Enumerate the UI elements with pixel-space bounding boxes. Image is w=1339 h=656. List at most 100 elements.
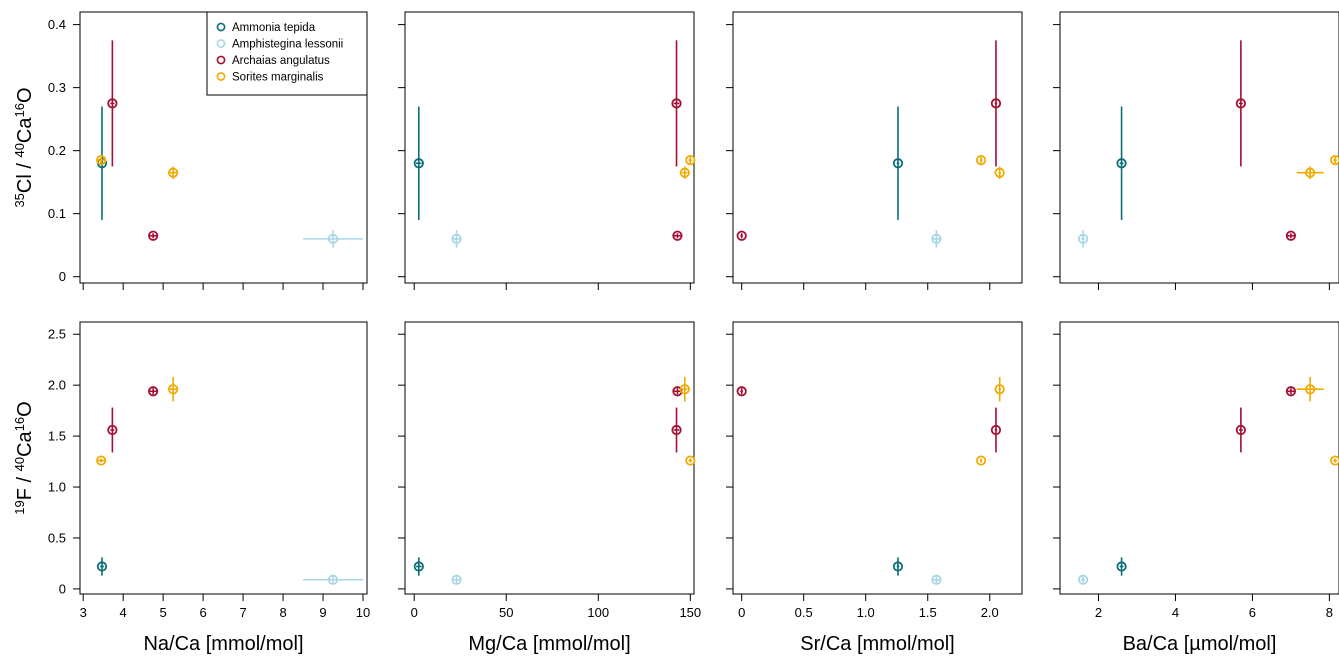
legend-label: Amphistegina lessonii xyxy=(232,39,343,51)
data-point xyxy=(1296,377,1324,402)
panel-f-vs-mgca: 0 50 100 150 Mg/Ca [mmol/mol] xyxy=(398,321,701,655)
point-marker xyxy=(168,384,179,395)
data-point xyxy=(168,166,179,180)
data-point xyxy=(451,574,462,585)
legend-marker xyxy=(216,39,226,48)
y-tick-label: 0 xyxy=(59,269,66,284)
y-tick-label: 0.5 xyxy=(48,530,66,545)
data-point xyxy=(96,557,108,576)
panel-f-vs-srca: 0 0.5 1.0 1.5 2.0 Sr/Ca [mmol/mol] xyxy=(726,321,1023,655)
x-axis-title: Na/Ca [mmol/mol] xyxy=(143,633,303,655)
point-marker xyxy=(1077,233,1089,244)
point-marker xyxy=(1330,155,1339,166)
x-tick-label: 0 xyxy=(738,605,745,620)
panel-cl-vs-mgca xyxy=(398,11,696,290)
point-marker xyxy=(148,230,159,241)
point-marker xyxy=(994,384,1005,395)
x-tick-label: 7 xyxy=(239,605,246,620)
point-marker xyxy=(994,167,1005,178)
point-marker xyxy=(327,233,339,244)
x-tick-label: 4 xyxy=(120,605,127,620)
data-point xyxy=(736,230,747,241)
point-marker xyxy=(148,386,159,397)
data-point xyxy=(679,166,690,180)
data-point xyxy=(1077,230,1089,248)
legend-label: Archaias angulatus xyxy=(232,55,330,67)
panel-cl-vs-baca xyxy=(1053,11,1339,290)
legend: Ammonia tepida Amphistegina lessonii Archa… xyxy=(206,11,368,96)
point-marker xyxy=(451,574,462,585)
point-marker xyxy=(96,561,108,572)
x-tick-label: 8 xyxy=(1326,605,1333,620)
point-marker xyxy=(107,424,118,436)
data-point xyxy=(892,557,904,576)
point-marker xyxy=(413,158,424,169)
x-tick-label: 150 xyxy=(679,605,701,620)
legend-item: Sorites marginalis xyxy=(216,72,324,84)
data-point xyxy=(975,155,987,166)
data-point xyxy=(96,455,107,466)
plot-frame xyxy=(1059,321,1339,595)
y-axis-title: 35Cl / 40Ca16O xyxy=(12,87,37,207)
point-marker xyxy=(892,561,904,572)
data-point xyxy=(303,230,364,248)
point-marker xyxy=(685,155,696,166)
legend-item: Amphistegina lessonii xyxy=(216,39,343,51)
x-tick-label: 6 xyxy=(199,605,206,620)
data-point xyxy=(1235,407,1246,453)
data-point xyxy=(931,574,942,585)
x-tick-label: 2 xyxy=(1095,605,1102,620)
legend-marker xyxy=(216,72,226,81)
y-tick-label: 0.1 xyxy=(48,206,66,221)
data-point xyxy=(975,455,987,466)
point-marker xyxy=(892,158,904,169)
point-marker xyxy=(1235,98,1246,109)
data-point xyxy=(892,106,904,220)
data-point xyxy=(679,377,690,402)
data-point xyxy=(1296,166,1324,180)
x-tick-label: 2.0 xyxy=(981,605,999,620)
legend-item: Archaias angulatus xyxy=(216,55,330,67)
point-marker xyxy=(671,424,682,436)
x-tick-label: 0.5 xyxy=(795,605,813,620)
data-point xyxy=(1235,40,1246,167)
panel-f-vs-naca: 0 0.5 1.0 1.5 2.0 2.5 3 4 5 6 7 8 9 10 Na/Ca [mmol/mol… xyxy=(48,321,370,655)
legend-marker xyxy=(216,22,226,32)
data-point xyxy=(1116,106,1127,220)
point-marker xyxy=(975,155,987,166)
x-tick-label: 8 xyxy=(279,605,286,620)
data-point xyxy=(672,230,683,241)
x-tick-label: 50 xyxy=(499,605,513,620)
y-tick-label: 0.4 xyxy=(48,17,66,32)
data-point xyxy=(148,230,159,241)
x-tick-label: 1.5 xyxy=(919,605,937,620)
point-marker xyxy=(327,574,339,585)
data-point xyxy=(148,386,159,397)
point-marker xyxy=(96,155,107,166)
x-tick-label: 1.0 xyxy=(857,605,875,620)
x-tick-label: 4 xyxy=(1172,605,1179,620)
data-point xyxy=(1077,574,1089,585)
data-point xyxy=(994,166,1005,180)
point-marker xyxy=(990,424,1002,436)
data-point xyxy=(1330,455,1339,466)
x-axis-title: Mg/Ca [mmol/mol] xyxy=(468,633,630,655)
legend-marker xyxy=(216,55,226,65)
point-marker xyxy=(1116,561,1127,572)
x-tick-label: 9 xyxy=(319,605,326,620)
y-tick-label: 1.5 xyxy=(48,429,66,444)
data-point xyxy=(413,557,424,576)
point-marker xyxy=(168,167,179,178)
y-tick-label: 2.5 xyxy=(48,327,66,342)
x-tick-label: 0 xyxy=(411,605,418,620)
data-point xyxy=(303,574,364,585)
data-point xyxy=(1330,155,1339,166)
data-point xyxy=(413,106,424,220)
legend-box xyxy=(206,11,368,96)
plot-frame xyxy=(732,11,1023,284)
point-marker xyxy=(1305,384,1316,395)
point-marker xyxy=(451,233,462,244)
data-point xyxy=(1285,230,1296,241)
data-point xyxy=(107,40,118,167)
